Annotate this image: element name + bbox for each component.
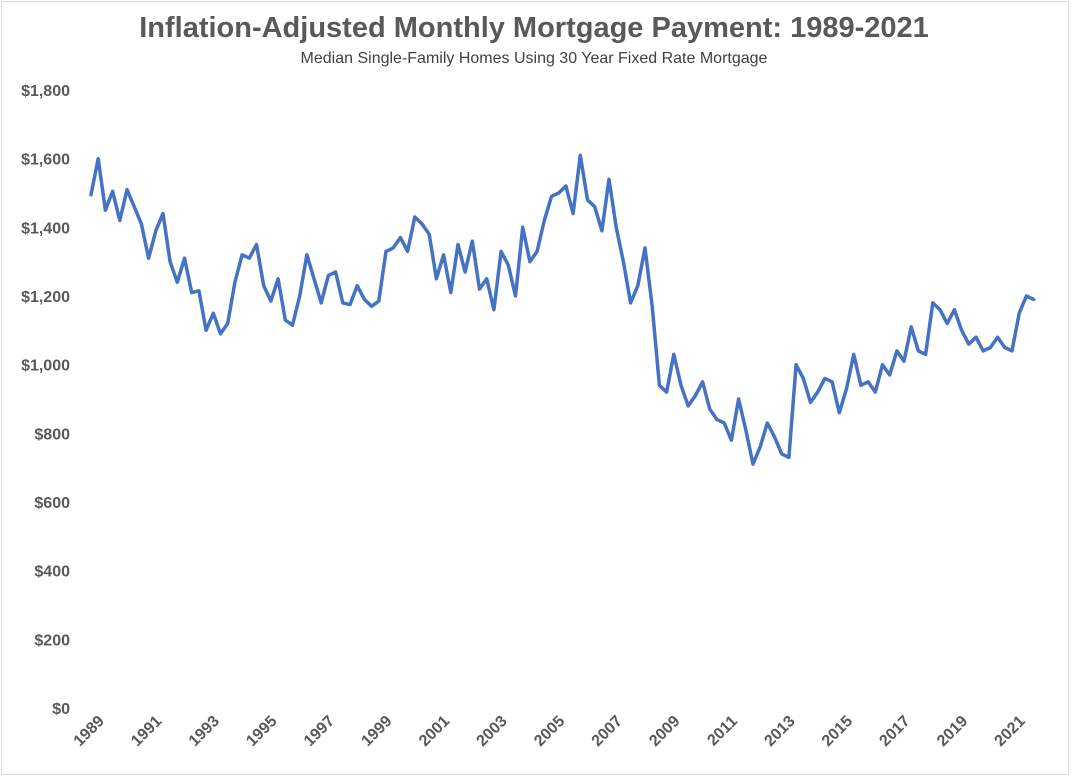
chart-subtitle: Median Single-Family Homes Using 30 Year… [300, 50, 768, 67]
y-tick-label: $1,000 [21, 358, 70, 375]
y-axis: $0 $200 $400 $600 $800 $1,000 $1,200 $1,400 $1,6… [21, 83, 70, 718]
y-tick-label: $800 [34, 426, 70, 443]
x-tick-label: 1993 [186, 713, 223, 750]
x-tick-label: 2015 [819, 713, 856, 750]
y-tick-label: $600 [34, 495, 70, 512]
x-tick-label: 2019 [934, 713, 971, 750]
x-tick-label: 2017 [876, 713, 913, 750]
x-tick-label: 1999 [358, 713, 395, 750]
y-tick-label: $1,600 [21, 152, 70, 169]
chart-title: Inflation-Adjusted Monthly Mortgage Paym… [139, 12, 929, 44]
y-tick-label: $200 [34, 632, 70, 649]
x-tick-label: 2003 [474, 713, 511, 750]
x-tick-label: 1995 [243, 713, 280, 750]
x-tick-label: 1989 [71, 713, 108, 750]
x-tick-label: 1997 [301, 713, 338, 750]
x-tick-label: 2005 [531, 713, 568, 750]
x-tick-label: 2013 [761, 713, 798, 750]
x-tick-label: 2001 [416, 713, 453, 750]
x-tick-label: 2009 [646, 713, 683, 750]
x-tick-label: 2007 [589, 713, 626, 750]
x-tick-label: 1991 [128, 713, 165, 750]
series-line [89, 153, 1036, 466]
y-tick-label: $1,400 [21, 220, 70, 237]
y-tick-label: $400 [34, 564, 70, 581]
y-tick-label: $1,200 [21, 289, 70, 306]
x-axis: 1989 1991 1993 1995 1997 1999 2001 2003 2005 2007… [71, 713, 1029, 750]
x-tick-label: 2021 [992, 713, 1029, 750]
y-tick-label: $0 [52, 701, 70, 718]
x-tick-label: 2011 [704, 713, 741, 750]
y-tick-label: $1,800 [21, 83, 70, 100]
plot-area [89, 153, 1036, 466]
